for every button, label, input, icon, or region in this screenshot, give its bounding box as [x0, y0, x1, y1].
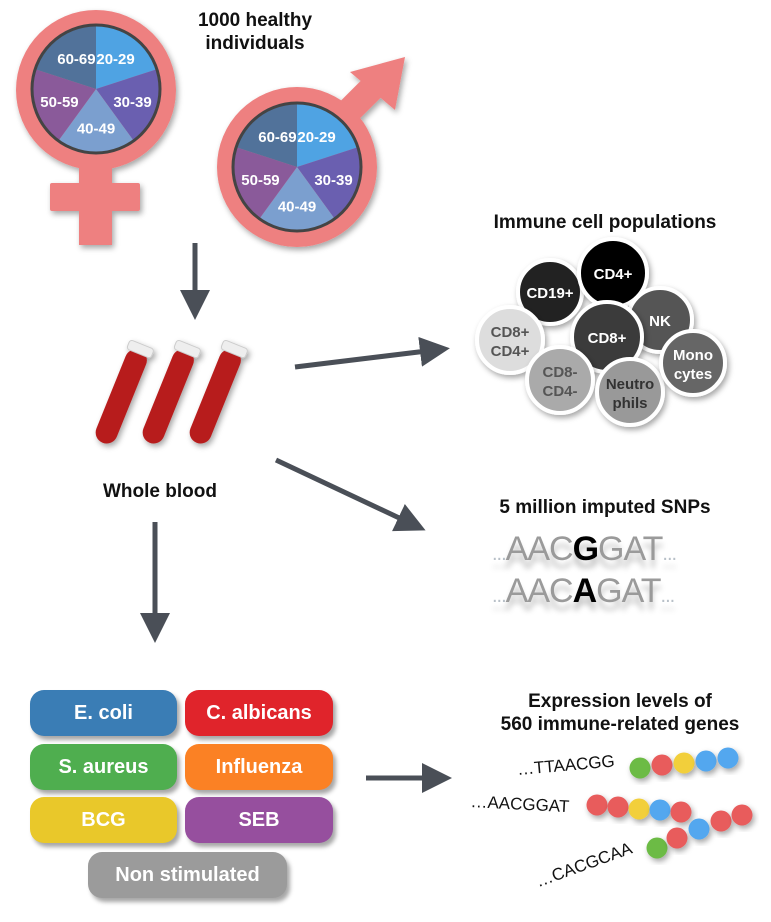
expression-bead [649, 799, 671, 821]
expression-bead [731, 804, 753, 826]
expression-bead [688, 818, 710, 840]
female-age-label: 50-59 [40, 94, 78, 111]
male-age-label: 20-29 [297, 129, 335, 146]
female-age-label: 60-69 [57, 51, 95, 68]
expression-title: Expression levels of 560 immune-related … [470, 690, 770, 736]
stimulus-e-coli: E. coli [30, 690, 177, 736]
cohort-title-line1: 1000 healthy [197, 10, 313, 31]
female-age-slice [35, 25, 96, 89]
female-age-slice [96, 25, 157, 89]
expression-bead [695, 750, 717, 772]
cell-population: Neutro phils [595, 357, 665, 427]
stimulus-bcg: BCG [30, 797, 177, 843]
cell-label: CD8+ [588, 330, 627, 347]
expression-bead [717, 747, 739, 769]
snps-title: 5 million imputed SNPs [499, 497, 711, 518]
cell-population: CD8-CD4- [525, 345, 595, 415]
cell-label: CD8+ CD4+ [491, 324, 530, 360]
stimulus-seb: SEB [185, 797, 333, 843]
cell-label: CD19+ [526, 285, 573, 302]
male-age-slice [297, 103, 358, 167]
stimulus-s-aureus: S. aureus [30, 744, 177, 790]
female-age-pie: 20-29 30-39 40-49 50-59 60-69 [30, 23, 162, 155]
male-age-label: 40-49 [278, 198, 316, 215]
cell-label: Neutro phils [606, 376, 654, 412]
female-age-slice [96, 69, 161, 141]
immune-cells-cluster: CD19+ CD4+ NK CD8+ CD4+ CD8+ CD8-CD4- Neutro phi… [475, 237, 727, 427]
expression-bead [666, 827, 688, 849]
snp-sequence-1: ...AACGGAT... [492, 530, 677, 568]
stimulus-non-stimulated: Non stimulated [88, 852, 287, 898]
cell-label: Mono cytes [673, 347, 713, 383]
cells-title: Immune cell populations [493, 212, 717, 233]
male-age-slice [259, 167, 335, 232]
expression-bead [651, 754, 673, 776]
expression-bead [710, 810, 732, 832]
female-age-slice [58, 89, 134, 153]
stimulus-c-albicans: C. albicans [185, 690, 333, 736]
expression-bead [629, 757, 651, 779]
cell-population: Mono cytes [659, 329, 727, 397]
female-age-slice [32, 69, 96, 141]
cohort-title-line2: individuals [205, 33, 305, 54]
female-age-label: 20-29 [96, 51, 134, 68]
blood-tubes-icon [95, 339, 248, 444]
expression-bead [673, 752, 695, 774]
arrow-blood-to-cells [294, 336, 450, 370]
male-age-slice [233, 147, 297, 219]
male-age-label: 60-69 [258, 129, 296, 146]
male-age-label: 30-39 [314, 172, 352, 189]
cell-label: CD4+ [594, 266, 633, 283]
male-age-pie: 20-29 30-39 40-49 50-59 60-69 [231, 101, 363, 233]
cell-label: CD8-CD4- [542, 364, 577, 400]
arrow-blood-to-snps [274, 457, 426, 532]
male-age-label: 50-59 [241, 172, 279, 189]
expression-bead [646, 837, 668, 859]
expression-beads [586, 747, 753, 859]
expression-bead [628, 798, 650, 820]
female-age-label: 40-49 [77, 120, 115, 137]
expression-bead [670, 801, 692, 823]
snp-sequence-2: ...AACAGAT... [492, 572, 675, 610]
cell-population: CD8+ [570, 300, 644, 374]
female-age-label: 30-39 [113, 94, 151, 111]
blood-label: Whole blood [103, 481, 217, 502]
stimulus-influenza: Influenza [185, 744, 333, 790]
expression-title-line2: 560 immune-related genes [500, 714, 740, 735]
cell-population: CD19+ [516, 258, 584, 326]
cohort-title: 1000 healthy individuals [180, 9, 330, 55]
male-age-slice [236, 103, 297, 167]
cell-label: NK [649, 313, 671, 330]
expression-bead [586, 794, 608, 816]
expression-title-line1: Expression levels of [528, 691, 712, 712]
cell-population: CD8+ CD4+ [475, 305, 545, 375]
male-age-slice [297, 147, 361, 219]
expression-bead [607, 796, 629, 818]
